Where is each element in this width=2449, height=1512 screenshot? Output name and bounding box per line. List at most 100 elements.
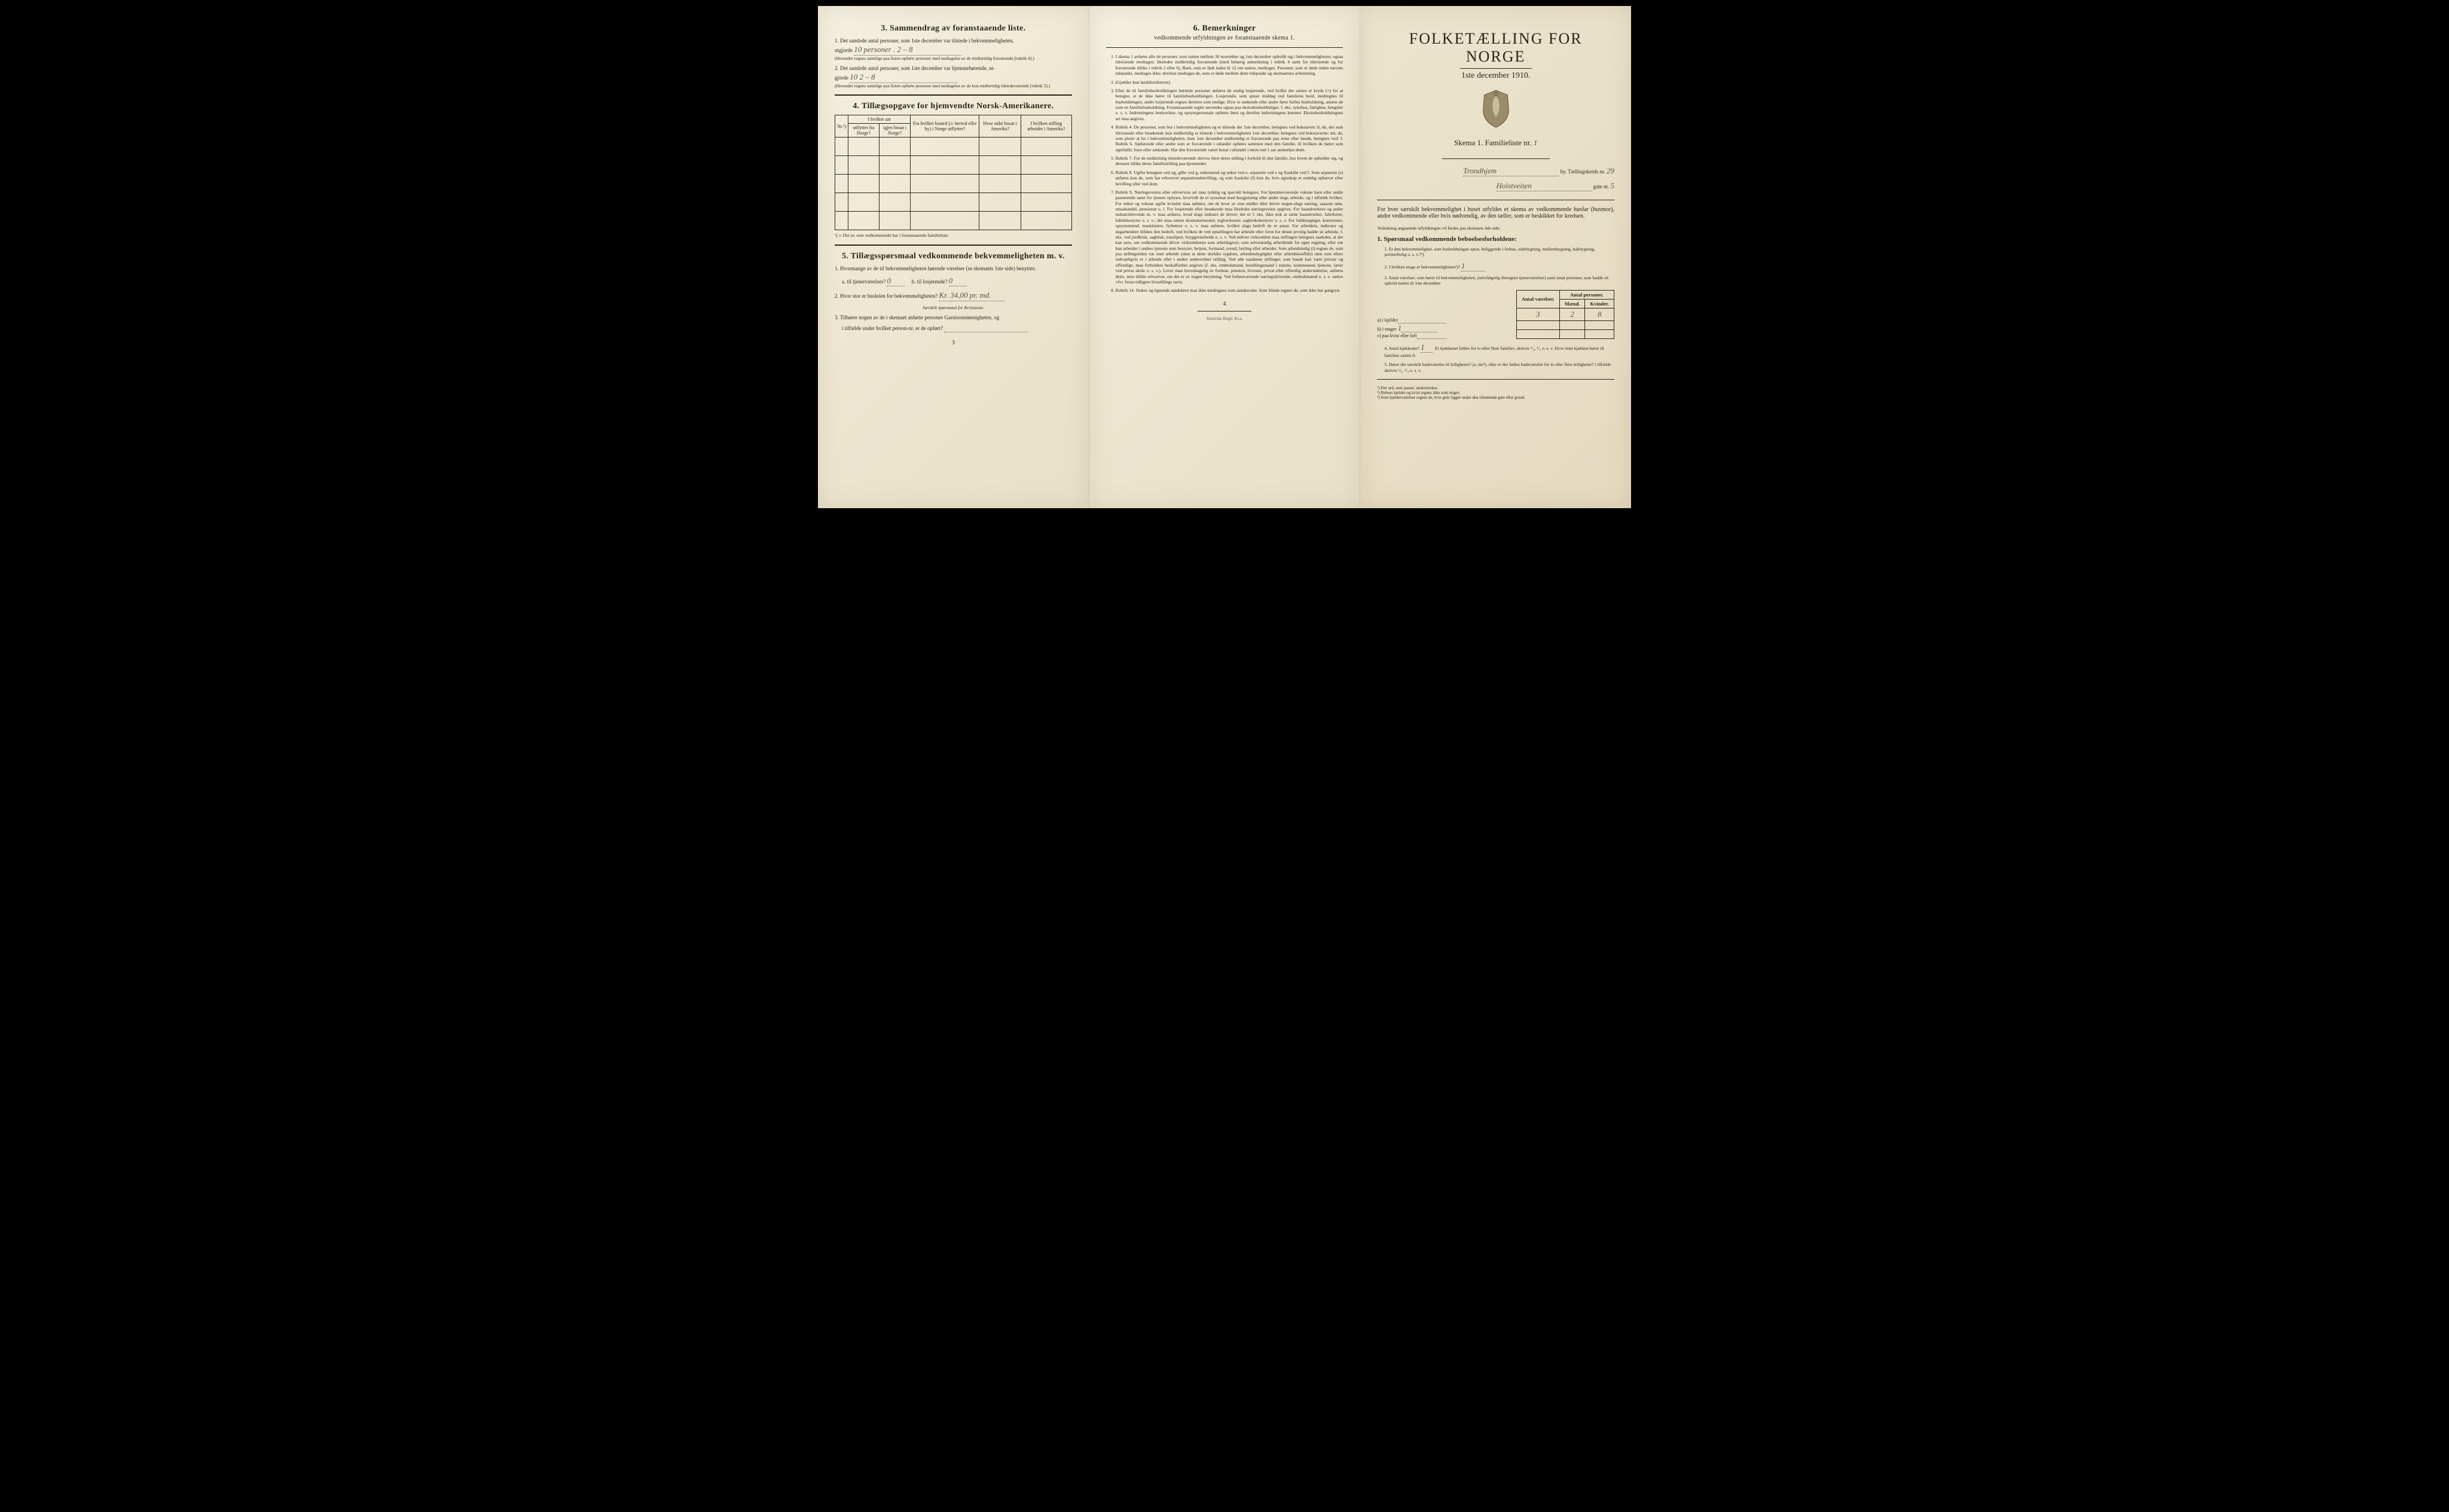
q2-hand: 10 2 – 8 xyxy=(850,72,957,83)
sec5-title: 5. Tillægsspørsmaal vedkommende bekvemme… xyxy=(835,252,1072,261)
q4-hand: 1 xyxy=(1421,343,1433,353)
q2-note: (Herunder regnes samtlige paa listen opf… xyxy=(835,83,1072,88)
row-a-label: a) i kjelder xyxy=(1377,317,1398,323)
gate-label: gate nr. xyxy=(1593,184,1610,190)
fn3: ³) Som kjelderværelser regnes de, hvis g… xyxy=(1377,395,1614,400)
q1b-label: b. til losjerende? xyxy=(912,279,948,285)
q1b-hand: 0 xyxy=(949,276,967,287)
row-b: b) i etager 1 xyxy=(1377,323,1510,333)
table-row xyxy=(835,193,1072,212)
p3-q4: 4. Antal kjøkkener? 1 Er kjøkkenet fælle… xyxy=(1377,343,1614,359)
document-spread: 3. Sammendrag av foranstaaende liste. 1.… xyxy=(818,6,1631,508)
gate-line: Holstveiten gate nr. 5 xyxy=(1377,181,1614,191)
page-number: 3 xyxy=(835,340,1072,346)
th-pers: Antal personer. xyxy=(1559,290,1614,299)
cell-k: 8 xyxy=(1585,308,1614,320)
table-row: 3 2 8 xyxy=(1516,308,1614,320)
divider xyxy=(835,245,1072,246)
sec6-title: 6. Bemerkninger xyxy=(1106,24,1343,33)
sec4-foot: ¹) ɔ: Det nr. som vedkommende har i fora… xyxy=(835,233,1072,238)
th-bosted: Fra hvilket bosted (ɔ: herred eller by) … xyxy=(911,115,979,138)
q1a-label: a. til tjenerværelser? xyxy=(842,279,885,285)
page-3: 3. Sammendrag av foranstaaende liste. 1.… xyxy=(818,6,1089,508)
q2b: gjorde xyxy=(835,75,848,81)
p3-q5: 5. Hører der særskilt badeværelse til le… xyxy=(1377,362,1614,373)
sec5-q2: 2. Hvor stor er husleien for bekvemmelig… xyxy=(835,290,1072,301)
q2-text: 2. I hvilken etage er bekvemmeligheten²)… xyxy=(1384,264,1460,270)
th-nr: Nr.¹) xyxy=(835,115,848,138)
footnotes: ¹) Det ord, som passer, understrekes. ²)… xyxy=(1377,386,1614,400)
q3b-text: i tilfælde under hvilket person-nr. er d… xyxy=(842,325,943,331)
intro: For hver særskilt bekvemmelighet i huset… xyxy=(1377,206,1614,219)
bem-item: Rubrik 8. Ugifte betegnes ved ug, gifte … xyxy=(1116,170,1343,187)
bem-item: (Gjælder kun landdistrikterne). xyxy=(1116,80,1343,85)
sec5-q2note: Særskilt spørsmaal for Kristiania: xyxy=(835,305,1072,310)
q2-text: 2. Det samlede antal personer, som 1ste … xyxy=(835,65,995,71)
bem-item: Rubrik 4. De personer, som bor i bekvemm… xyxy=(1116,124,1343,152)
q3-labels: a) i kjelder b) i etager 1 c) paa kvist … xyxy=(1377,317,1510,339)
th-igjen: igjen bosat i Norge? xyxy=(879,124,910,138)
q3-row: a) i kjelder b) i etager 1 c) paa kvist … xyxy=(1377,290,1614,339)
q2-hand: Kr. 34,00 pr. md. xyxy=(939,290,1004,301)
bem-item: I skema 1 anføres alle de personer, som … xyxy=(1116,54,1343,77)
page-number: 4 xyxy=(1106,301,1343,307)
persons-table: Antal værelser. Antal personer. Mænd. Kv… xyxy=(1516,290,1614,339)
bem-item: Rubrik 14. Sinker og lignende aandsløve … xyxy=(1116,288,1343,293)
q1a-hand: 0 xyxy=(887,276,905,287)
row-c-label: c) paa kvist eller loft xyxy=(1377,333,1416,338)
printer-mark: Steen'ske Bogtr. Kr.a. xyxy=(1106,316,1343,321)
sec4-title: 4. Tillægsopgave for hjemvendte Norsk-Am… xyxy=(835,102,1072,111)
sec3-q1: 1. Det samlede antal personer, som 1ste … xyxy=(835,37,1072,61)
p3-q2: 2. I hvilken etage er bekvemmeligheten²)… xyxy=(1377,261,1614,271)
th-utflyttet: utflyttet fra Norge? xyxy=(848,124,880,138)
page-4: 6. Bemerkninger vedkommende utfyldningen… xyxy=(1089,6,1361,508)
table-row xyxy=(1516,329,1614,338)
row-b-label: b) i etager xyxy=(1377,326,1396,332)
bemerkninger-list: I skema 1 anføres alle de personer, som … xyxy=(1106,54,1343,294)
th-hvor: Hvor sidst bosat i Amerika? xyxy=(979,115,1021,138)
th-k: Kvinder. xyxy=(1585,299,1614,308)
divider xyxy=(1442,158,1550,159)
th-stilling: I hvilken stilling arbeidet i Amerika? xyxy=(1021,115,1071,138)
table-row xyxy=(835,156,1072,175)
bem-item: Rubrik 7. For de midlertidig tilstedevær… xyxy=(1116,155,1343,167)
th-vaer: Antal værelser. xyxy=(1516,290,1559,308)
th-m: Mænd. xyxy=(1559,299,1585,308)
fn2: ²) Beboet kjelder og kvist regnes ikke s… xyxy=(1377,390,1614,395)
q-title: 1. Spørsmaal vedkommende beboelsesforhol… xyxy=(1377,236,1614,243)
divider xyxy=(1106,47,1343,48)
q1-hand: 10 personer . 2 – 8 xyxy=(854,44,961,56)
fn1: ¹) Det ord, som passer, understrekes. xyxy=(1377,386,1614,390)
sec5-q3: 3. Tilhører nogen av de i skemaet anført… xyxy=(835,314,1072,321)
bem-item: Rubrik 9. Næringsveiens eller erhvervets… xyxy=(1116,190,1343,285)
q4-text: 4. Antal kjøkkener? xyxy=(1384,346,1419,351)
row-a: a) i kjelder xyxy=(1377,317,1510,323)
table-row xyxy=(835,175,1072,193)
intro2: Veiledning angaaende utfyldningen vil fi… xyxy=(1377,225,1614,231)
sec5-q1ab: a. til tjenerværelser? 0 b. til losjeren… xyxy=(835,276,1072,287)
cell-v: 3 xyxy=(1516,308,1559,320)
skema-hand: 1 xyxy=(1534,138,1538,147)
p3-q1: 1. Er den bekvemmelighet, som husholdnin… xyxy=(1377,246,1614,258)
q1-prefix: utgjorde xyxy=(835,47,853,53)
q2-text: 2. Hvor stor er husleien for bekvemmelig… xyxy=(835,293,938,299)
sec5-q1: 1. Hvormange av de til bekvemmeligheten … xyxy=(835,265,1072,272)
divider xyxy=(835,94,1072,96)
table-row xyxy=(1516,320,1614,329)
skema-label: Skema 1. Familieliste nr. xyxy=(1454,138,1532,147)
divider xyxy=(1377,379,1614,380)
skema-line: Skema 1. Familieliste nr. 1 xyxy=(1377,138,1614,148)
by-line: Trondhjem by. Tællingskreds nr. 29 xyxy=(1377,166,1614,176)
sec3-q2: 2. Det samlede antal personer, som 1ste … xyxy=(835,65,1072,88)
q1-note: (Herunder regnes samtlige paa listen opf… xyxy=(835,56,1072,61)
main-title: FOLKETÆLLING FOR NORGE xyxy=(1377,30,1614,66)
table-row xyxy=(835,212,1072,230)
row-c: c) paa kvist eller loft xyxy=(1377,333,1510,339)
th-aar: I hvilket aar xyxy=(848,115,911,124)
by-hand: Trondhjem xyxy=(1463,166,1559,176)
date: 1ste december 1910. xyxy=(1377,71,1614,81)
sec6-subtitle: vedkommende utfyldningen av foranstaaend… xyxy=(1106,35,1343,41)
p3-q3: 3. Antal værelser, som hører til bekvemm… xyxy=(1377,275,1614,286)
sec4-table: Nr.¹) I hvilket aar Fra hvilket bosted (… xyxy=(835,115,1072,230)
sec3-title: 3. Sammendrag av foranstaaende liste. xyxy=(835,24,1072,33)
